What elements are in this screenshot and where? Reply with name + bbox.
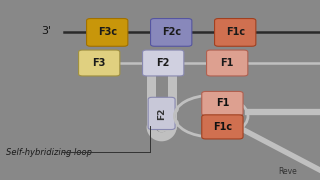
Text: F2: F2: [156, 58, 170, 68]
Text: F1: F1: [220, 58, 234, 68]
FancyBboxPatch shape: [86, 19, 128, 46]
FancyBboxPatch shape: [202, 91, 243, 116]
FancyBboxPatch shape: [148, 97, 175, 130]
Text: 3': 3': [41, 26, 52, 36]
Text: F1c: F1c: [226, 27, 245, 37]
FancyBboxPatch shape: [215, 19, 256, 46]
Text: F1c: F1c: [213, 122, 232, 132]
Text: Reve: Reve: [278, 166, 297, 176]
FancyBboxPatch shape: [202, 115, 243, 139]
Text: F1: F1: [216, 98, 229, 109]
FancyBboxPatch shape: [79, 50, 120, 76]
Text: Self-hybridizing loop: Self-hybridizing loop: [6, 148, 92, 157]
FancyBboxPatch shape: [151, 19, 192, 46]
Text: F2: F2: [157, 107, 166, 120]
FancyBboxPatch shape: [207, 50, 248, 76]
FancyBboxPatch shape: [143, 50, 184, 76]
Text: F3c: F3c: [98, 27, 117, 37]
Text: F3: F3: [92, 58, 106, 68]
Text: F2c: F2c: [162, 27, 181, 37]
